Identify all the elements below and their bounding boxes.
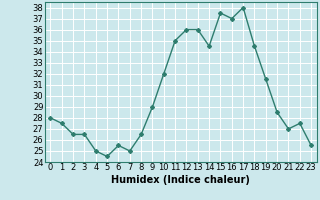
X-axis label: Humidex (Indice chaleur): Humidex (Indice chaleur) — [111, 175, 250, 185]
